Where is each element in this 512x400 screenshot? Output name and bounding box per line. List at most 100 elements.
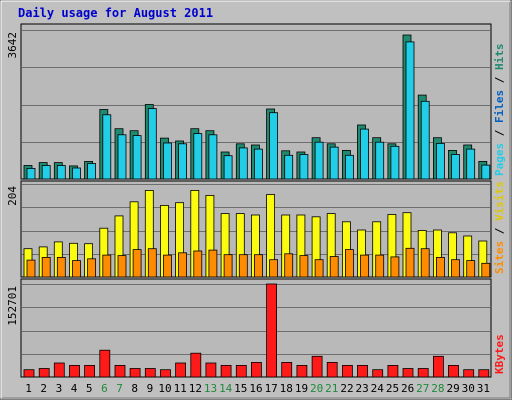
- bar: [299, 255, 309, 278]
- series-files: [26, 41, 491, 180]
- x-tick-label: 15: [234, 382, 247, 395]
- x-tick-label: 3: [56, 382, 63, 395]
- x-tick-label: 29: [446, 382, 459, 395]
- bar: [402, 368, 414, 378]
- bar: [481, 164, 491, 180]
- legend-visits: Visits: [493, 181, 506, 221]
- bar: [311, 355, 323, 378]
- bar: [253, 148, 263, 180]
- bar: [451, 154, 460, 180]
- panel-hits-files-pages: 3642 Pages / Files / Hits: [6, 23, 506, 180]
- bar: [405, 41, 415, 180]
- bar: [417, 368, 429, 378]
- legend-hits: Hits: [493, 44, 506, 71]
- bar: [26, 259, 36, 278]
- bar: [238, 254, 248, 278]
- bar: [132, 249, 142, 278]
- legend-sites: Sites: [493, 241, 506, 274]
- bar: [266, 283, 278, 378]
- bar: [26, 167, 36, 180]
- plot-area: [20, 278, 492, 378]
- bar: [435, 142, 445, 180]
- bar: [435, 256, 445, 278]
- bar: [344, 154, 354, 180]
- bar: [23, 369, 35, 378]
- bar: [220, 364, 232, 378]
- bar: [432, 355, 444, 378]
- bar: [56, 165, 66, 180]
- bar: [478, 369, 490, 378]
- bar: [38, 368, 50, 378]
- panel-visits-sites: 204 Sites / Visits: [6, 180, 506, 278]
- series-sites: [26, 247, 491, 278]
- x-tick-label: 20: [310, 382, 323, 395]
- bar: [144, 368, 156, 378]
- bar: [284, 253, 294, 278]
- bar: [284, 154, 294, 180]
- bar: [205, 362, 217, 378]
- bar: [102, 254, 112, 278]
- bar: [147, 248, 157, 278]
- x-tick-label: 11: [174, 382, 187, 395]
- chart-title: Daily usage for August 2011: [18, 6, 213, 20]
- bar: [375, 254, 385, 278]
- bar: [357, 364, 368, 378]
- bar: [481, 262, 491, 278]
- bar: [466, 260, 476, 278]
- bar: [250, 361, 262, 378]
- legend-separator: /: [493, 123, 506, 143]
- bar: [117, 255, 127, 278]
- bar: [41, 165, 51, 180]
- bar: [341, 364, 353, 378]
- x-tick-label: 8: [131, 382, 138, 395]
- bar: [117, 134, 127, 180]
- legend-separator: /: [493, 221, 506, 241]
- bar: [390, 145, 400, 180]
- x-tick-label: 31: [477, 382, 490, 395]
- bar: [223, 155, 233, 180]
- bar: [163, 142, 172, 180]
- legend-separator: /: [493, 70, 506, 90]
- x-tick-label: 21: [325, 382, 338, 395]
- bar: [99, 349, 111, 378]
- x-axis-day-labels: 1 2 3 4 5 6 7 8 9 10 11 12 13 14 15 16 17 18 19 20 21 22 23 24 2…: [25, 382, 490, 395]
- bar: [329, 146, 339, 180]
- bar: [193, 250, 203, 278]
- bar: [269, 259, 279, 278]
- bar: [387, 364, 399, 378]
- bar: [208, 134, 218, 180]
- bar: [344, 249, 354, 278]
- bar: [87, 163, 96, 180]
- bar: [160, 369, 171, 378]
- side-legend: Sites / Visits: [493, 181, 506, 274]
- bar: [53, 362, 65, 378]
- bar: [87, 258, 96, 278]
- bar: [223, 254, 233, 278]
- x-tick-label: 18: [280, 382, 293, 395]
- bar: [281, 361, 293, 378]
- bar: [163, 254, 172, 278]
- bar: [147, 108, 157, 180]
- bar: [405, 247, 415, 278]
- x-tick-label: 13: [204, 382, 217, 395]
- y-max-label: 3642: [6, 32, 19, 59]
- bar: [178, 252, 188, 278]
- bar: [390, 256, 400, 278]
- bar: [253, 254, 263, 278]
- x-tick-label: 4: [71, 382, 78, 395]
- bar: [360, 128, 369, 180]
- legend-pages: Pages: [493, 143, 506, 176]
- series-visits: [23, 189, 488, 278]
- bar: [375, 141, 385, 180]
- bar: [448, 364, 459, 378]
- bar: [190, 352, 202, 378]
- x-tick-label: 19: [295, 382, 308, 395]
- bar: [178, 143, 188, 180]
- bar: [238, 147, 248, 180]
- series-kbytes: [23, 283, 490, 378]
- bar: [463, 369, 475, 378]
- x-tick-label: 24: [371, 382, 385, 395]
- x-tick-label: 17: [265, 382, 278, 395]
- bar: [56, 256, 66, 278]
- bar: [102, 114, 112, 180]
